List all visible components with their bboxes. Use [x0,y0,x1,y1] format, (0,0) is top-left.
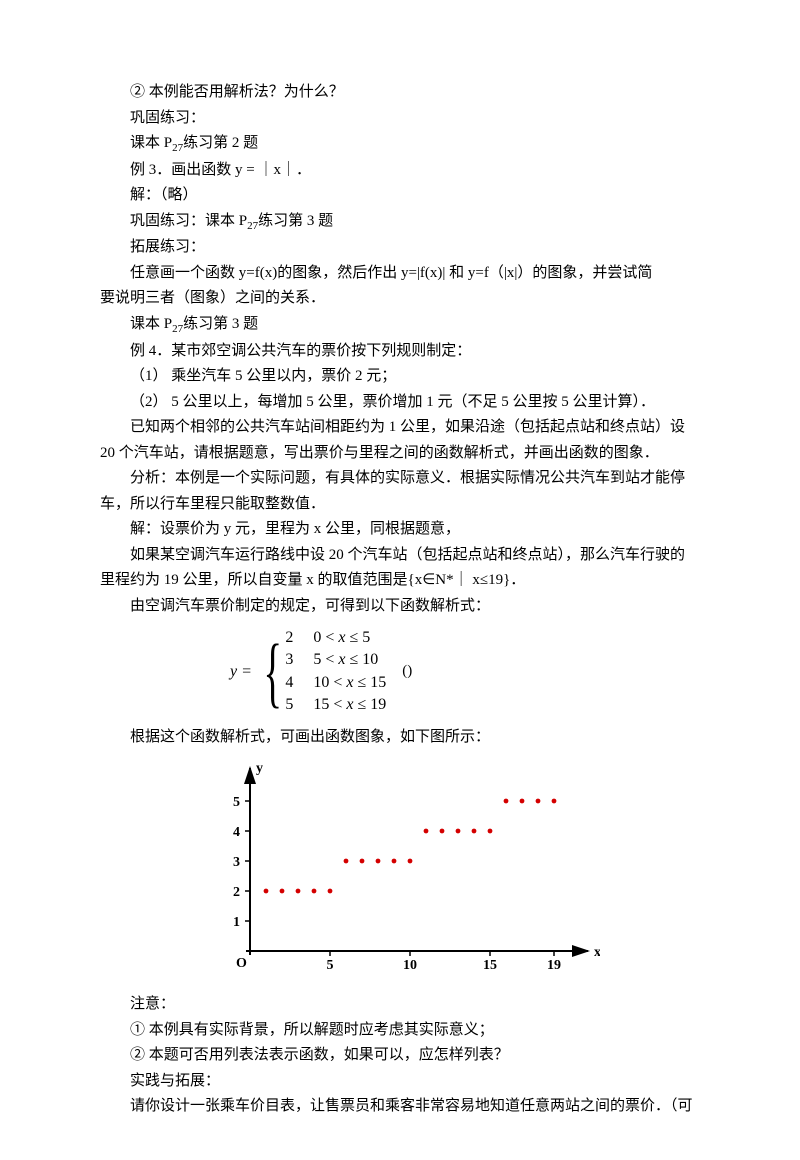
formula-row: 20 < x ≤ 5 [285,627,386,649]
chart-svg: Ox y 5 10 15 19 1 2 3 4 5 [200,756,600,986]
svg-text:5: 5 [327,958,334,973]
para-solve-3: 里程约为 19 公里，所以自变量 x 的取值范围是{x∈N*｜ x≤19}． [100,568,700,594]
para-practice-label: 实践与拓展： [100,1069,700,1095]
para-note-2: ② 本题可否用列表法表示函数，如果可以，应怎样列表？ [100,1043,700,1069]
page: ② 本例能否用解析法？为什么？ 巩固练习： 课本 P27练习第 2 题 例 3．… [0,0,800,1160]
para-extend-1: 任意画一个函数 y=f(x)的图象，然后作出 y=|f(x)| 和 y=f（|x… [100,261,700,287]
formula-paren: () [402,659,412,685]
subscript: 27 [247,220,258,232]
para-q2: ② 本例能否用解析法？为什么？ [100,80,700,106]
para-given-1: 已知两个相邻的公共汽车站间相距约为 1 公里，如果沿途（包括起点站和终点站）设 [100,415,700,441]
formula-condition: 0 < x ≤ 5 [313,627,370,649]
formula-row: 35 < x ≤ 10 [285,649,386,671]
para-solve-1: 解：设票价为 y 元，里程为 x 公里，同根据题意， [100,517,700,543]
svg-text:3: 3 [233,855,240,870]
para-example3: 例 3．画出函数 y = ｜x｜． [100,158,700,184]
para-rule-1: （1） 乘坐汽车 5 公里以内，票价 2 元； [100,364,700,390]
para-note-label: 注意： [100,992,700,1018]
para-given-2: 20 个汽车站，请根据题意，写出票价与里程之间的函数解析式，并画出函数的图象． [100,441,700,467]
para-solve-2: 如果某空调汽车运行路线中设 20 个汽车站（包括起点站和终点站），那么汽车行驶的 [100,543,700,569]
para-extend-label: 拓展练习： [100,235,700,261]
formula-value: 3 [285,649,313,671]
formula-value: 4 [285,672,313,694]
formula-row: 410 < x ≤ 15 [285,672,386,694]
formula-row: 515 < x ≤ 19 [285,694,386,716]
svg-text:4: 4 [233,825,240,840]
para-graph-intro: 根据这个函数解析式，可画出函数图象，如下图所示： [100,725,700,751]
svg-text:y: y [256,761,263,776]
svg-text:x: x [594,945,600,960]
formula-value: 5 [285,694,313,716]
para-analysis-2: 车，所以行车里程只能取整数值． [100,492,700,518]
para-consolidate-2: 巩固练习：课本 P27练习第 3 题 [100,209,700,236]
formula-lhs: y = [230,658,252,685]
para-practice-1: 请你设计一张乘车价目表，让售票员和乘客非常容易地知道任意两站之间的票价．（可 [100,1094,700,1120]
formula-cases: 20 < x ≤ 535 < x ≤ 10410 < x ≤ 15515 < x… [285,627,386,717]
subscript: 27 [172,142,183,154]
text: 练习第 2 题 [183,135,258,151]
svg-text:O: O [236,956,247,971]
para-textbook-1: 课本 P27练习第 2 题 [100,131,700,158]
step-chart: Ox y 5 10 15 19 1 2 3 4 5 [100,756,700,986]
text: 课本 P [130,135,172,151]
para-textbook-2: 课本 P27练习第 3 题 [100,312,700,339]
para-analysis-1: 分析：本例是一个实际问题，有具体的实际意义．根据实际情况公共汽车到站才能停 [100,466,700,492]
text: 巩固练习：课本 P [130,213,247,229]
svg-text:10: 10 [403,958,417,973]
formula-value: 2 [285,627,313,649]
text: 练习第 3 题 [258,213,333,229]
para-solution-omit: 解：（略） [100,183,700,209]
text: 练习第 3 题 [183,316,258,332]
para-consolidate-1: 巩固练习： [100,106,700,132]
svg-text:2: 2 [233,885,240,900]
brace-icon: { [263,633,282,711]
formula-condition: 15 < x ≤ 19 [313,694,386,716]
para-example4: 例 4．某市郊空调公共汽车的票价按下列规则制定： [100,339,700,365]
svg-text:19: 19 [547,958,561,973]
svg-text:15: 15 [483,958,497,973]
text: 课本 P [130,316,172,332]
svg-text:1: 1 [233,915,240,930]
subscript: 27 [172,323,183,335]
formula-condition: 10 < x ≤ 15 [313,672,386,694]
para-solve-4: 由空调汽车票价制定的规定，可得到以下函数解析式： [100,594,700,620]
svg-text:5: 5 [233,795,240,810]
para-rule-2: （2） 5 公里以上，每增加 5 公里，票价增加 1 元（不足 5 公里按 5 … [100,390,700,416]
para-note-1: ① 本例具有实际背景，所以解题时应考虑其实际意义； [100,1018,700,1044]
para-extend-2: 要说明三者（图象）之间的关系． [100,286,700,312]
piecewise-formula: y = { 20 < x ≤ 535 < x ≤ 10410 < x ≤ 155… [230,627,700,717]
formula-condition: 5 < x ≤ 10 [313,649,378,671]
